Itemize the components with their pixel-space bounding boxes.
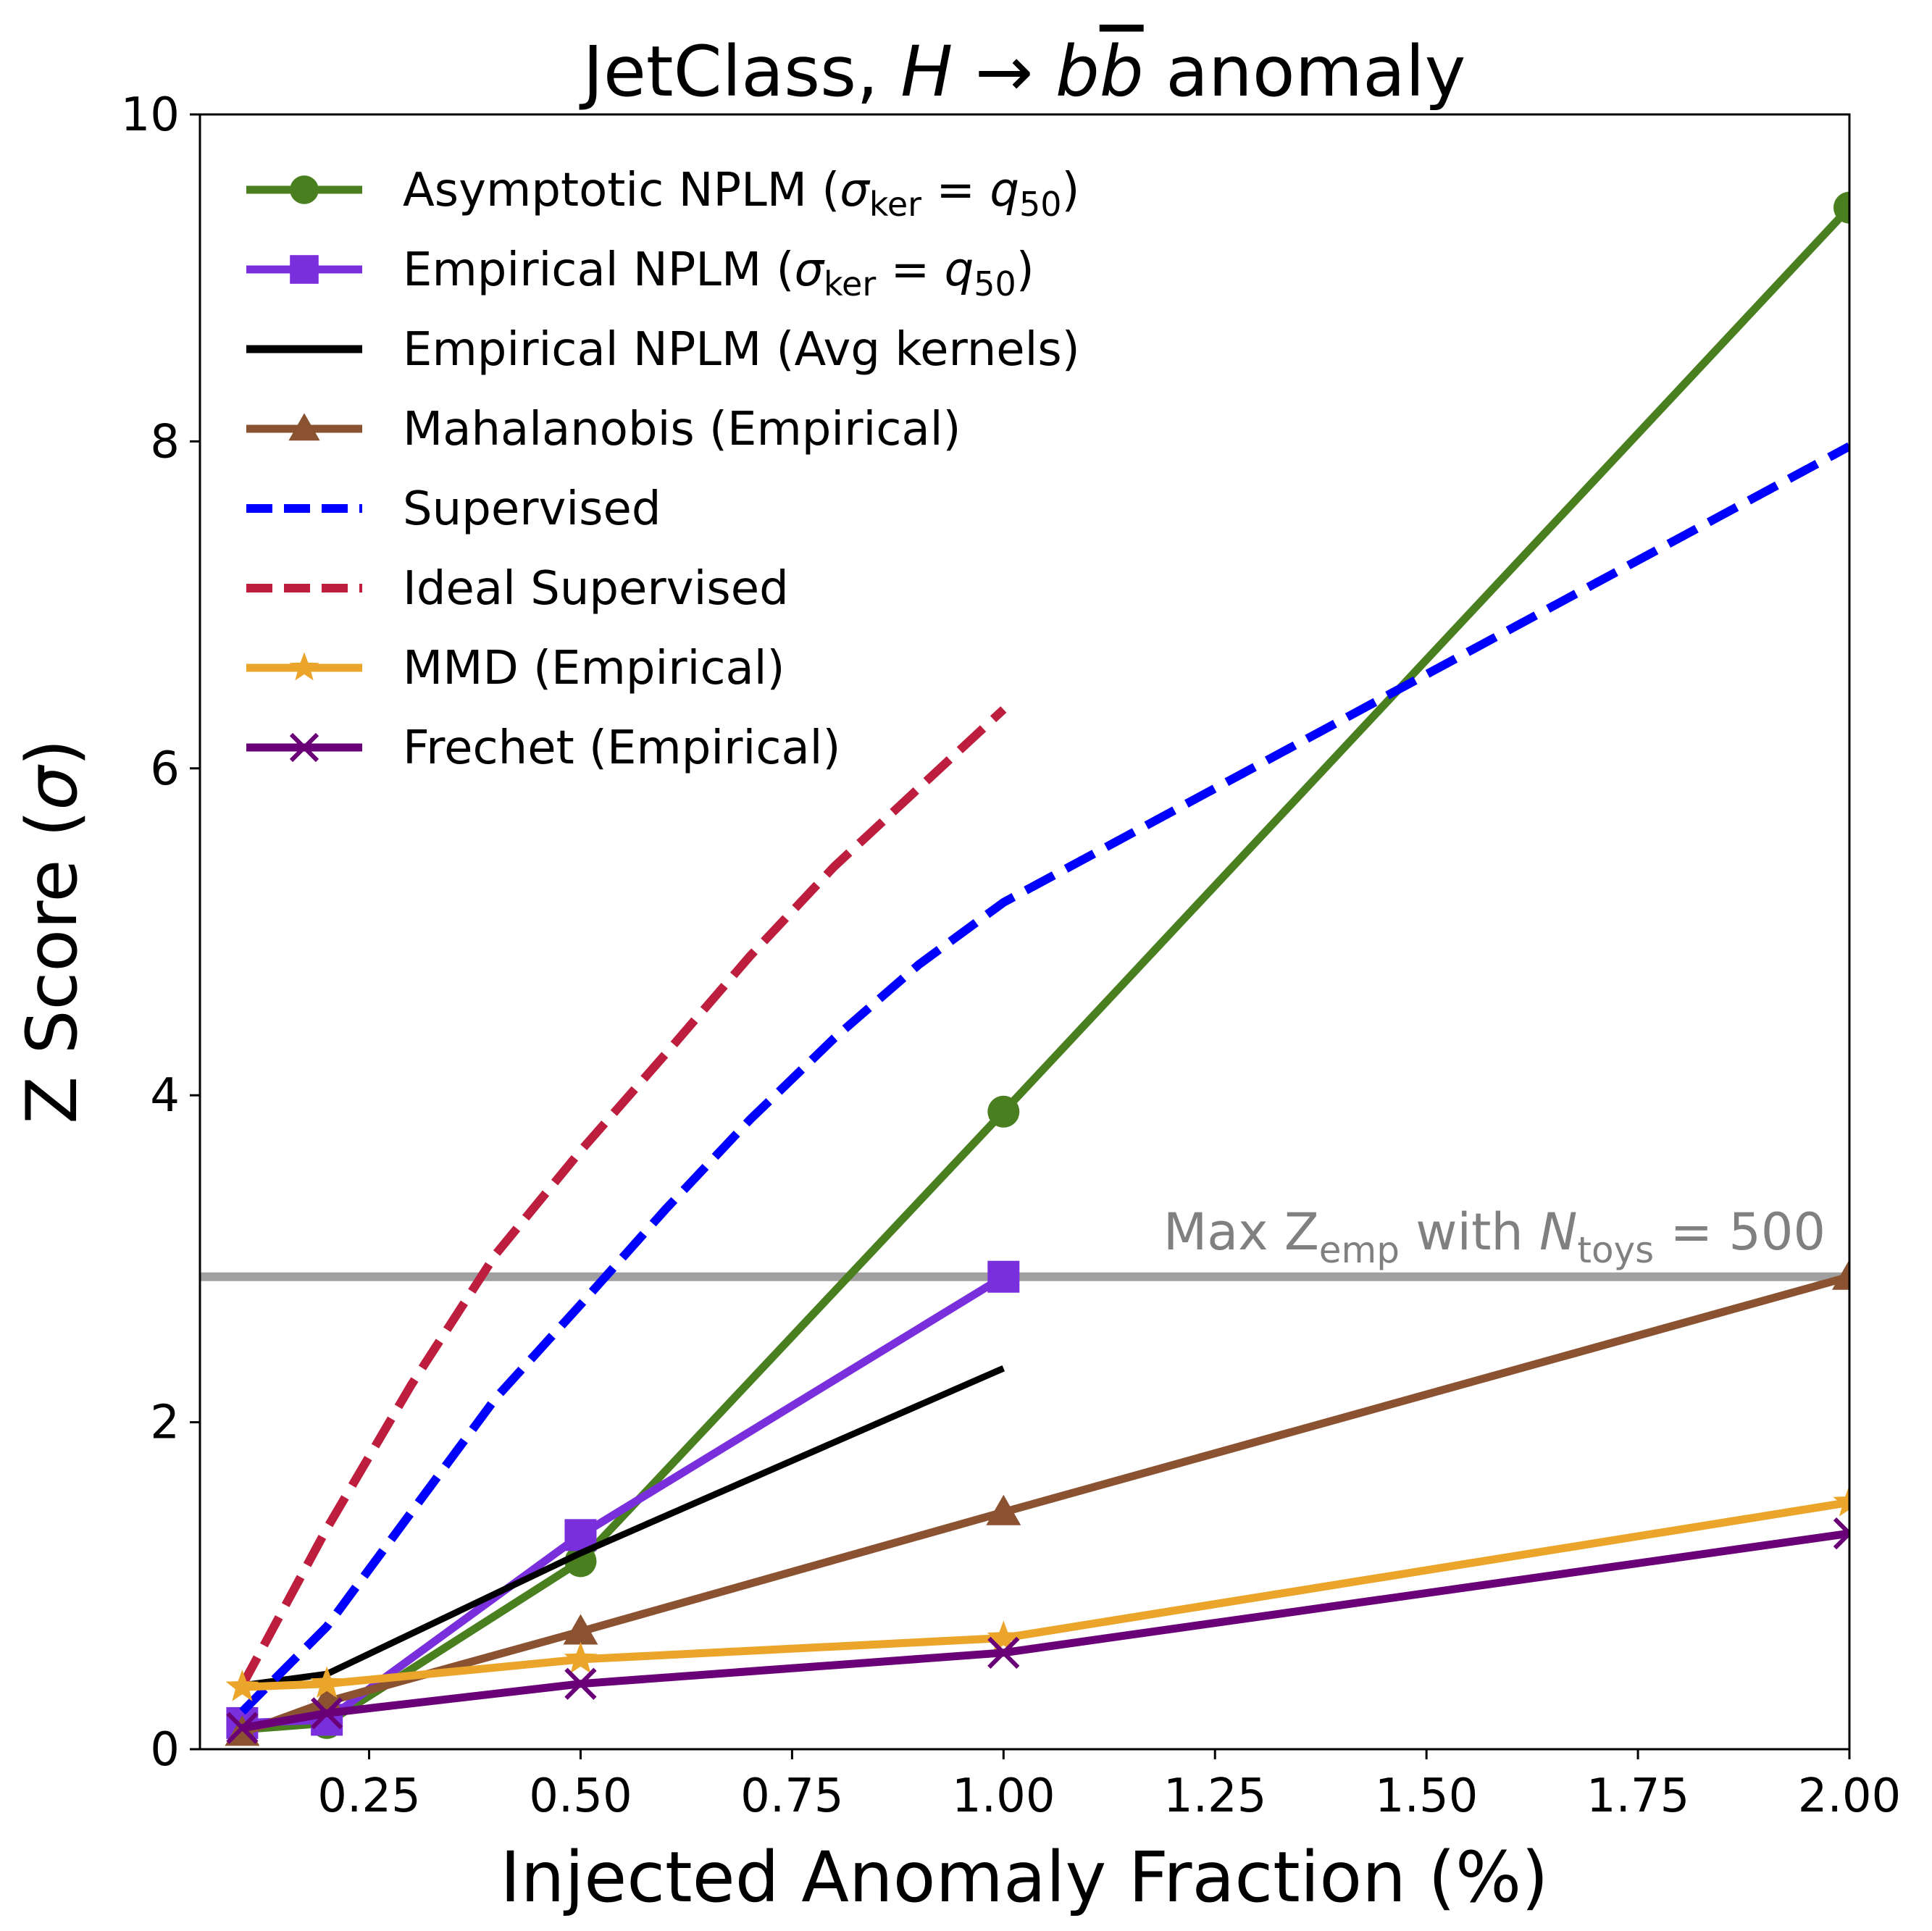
legend-item-empirical-nplm-avg-kernels: Empirical NPLM (Avg kernels) (246, 323, 1080, 377)
y-tick-label: 0 (150, 1723, 180, 1777)
legend-label: Supervised (403, 482, 661, 536)
x-tick-label: 2.00 (1798, 1769, 1902, 1823)
y-tick-label: 4 (150, 1069, 180, 1123)
data-point-empirical-nplm-ker-q-50 (987, 1260, 1020, 1293)
legend-label: Empirical NPLM (Avg kernels) (403, 323, 1080, 377)
legend-label: Asymptotic NPLM (σker = q50) (403, 164, 1080, 224)
data-point-frechet-empirical (226, 1712, 259, 1744)
series-frechet-empirical (226, 1517, 1849, 1744)
data-point-mahalanobis-empirical (986, 1494, 1021, 1525)
data-point-asymptotic-nplm-ker-q-50 (1833, 191, 1849, 224)
series-empirical-nplm-avg-kernels (241, 1365, 1005, 1689)
series-line-supervised (239, 442, 1849, 1715)
data-point-mmd-empirical (225, 1670, 259, 1701)
series-mmd-empirical (225, 1485, 1849, 1701)
y-tick-label: 2 (150, 1396, 180, 1450)
data-point-mahalanobis-empirical (1832, 1259, 1849, 1290)
legend-marker-square (290, 255, 319, 284)
legend-marker-circle (290, 175, 319, 204)
x-axis-label: Injected Anomaly Fraction (%) (500, 1837, 1548, 1918)
x-tick-label: 1.75 (1586, 1769, 1690, 1823)
legend-item-mahalanobis-empirical: Mahalanobis (Empirical) (246, 403, 961, 456)
legend-label: Ideal Supervised (403, 562, 789, 616)
x-tick-label: 1.25 (1163, 1769, 1267, 1823)
series-ideal-supervised (238, 706, 1007, 1688)
data-point-frechet-empirical (564, 1667, 597, 1700)
data-point-asymptotic-nplm-ker-q-50 (564, 1545, 597, 1578)
legend-label: Empirical NPLM (σker = q50) (403, 243, 1034, 303)
legend-label: Mahalanobis (Empirical) (403, 403, 961, 456)
legend-item-ideal-supervised: Ideal Supervised (246, 562, 789, 616)
x-tick-label: 1.00 (952, 1769, 1055, 1823)
legend-item-frechet-empirical: Frechet (Empirical) (246, 721, 840, 775)
x-tick-label: 0.75 (740, 1769, 844, 1823)
legend-item-supervised: Supervised (246, 482, 661, 536)
y-axis-label: Z Score (σ) (12, 739, 93, 1123)
legend-marker-x (289, 732, 319, 763)
bbar: b (1100, 31, 1144, 112)
axes-frame (198, 113, 1851, 1751)
data-point-mmd-empirical (310, 1666, 343, 1698)
hline-label: Max Zemp with Ntoys = 500 (1163, 1202, 1826, 1271)
legend-marker-triangle (288, 413, 320, 441)
chart-title: JetClass, H → bb anomaly (580, 31, 1466, 112)
legend: Asymptotic NPLM (σker = q50) Empirical NP… (246, 164, 1080, 775)
legend-item-empirical-nplm-ker-q-50: Empirical NPLM (σker = q50) (246, 243, 1034, 303)
data-point-mmd-empirical (987, 1620, 1021, 1652)
x-tick-label: 1.50 (1375, 1769, 1479, 1823)
y-tick-label: 8 (150, 415, 180, 469)
legend-item-mmd-empirical: MMD (Empirical) (246, 642, 785, 695)
data-point-mahalanobis-empirical (563, 1614, 598, 1645)
data-point-frechet-empirical (987, 1636, 1020, 1669)
series-line-ideal-supervised (238, 706, 1007, 1688)
data-point-mmd-empirical (1833, 1485, 1849, 1517)
series-line-empirical-nplm-avg-kernels (241, 1365, 1005, 1689)
x-tick-label: 0.50 (529, 1769, 632, 1823)
data-point-asymptotic-nplm-ker-q-50 (987, 1095, 1020, 1128)
plot-area (200, 191, 1849, 1746)
x-tick-label: 0.25 (317, 1769, 421, 1823)
data-point-frechet-empirical (311, 1697, 343, 1730)
legend-label: MMD (Empirical) (403, 642, 785, 695)
legend-marker-star (289, 652, 319, 681)
legend-item-asymptotic-nplm-ker-q-50: Asymptotic NPLM (σker = q50) (246, 164, 1080, 224)
legend-label: Frechet (Empirical) (403, 721, 840, 775)
y-tick-label: 10 (121, 88, 180, 142)
series-supervised (239, 442, 1849, 1715)
ticks: 0.25 0.50 0.75 1.00 1.25 1.50 1.75 2.00 0 2 4 6 8 10 (121, 88, 1902, 1823)
data-point-mmd-empirical (564, 1641, 598, 1674)
data-point-frechet-empirical (1833, 1517, 1849, 1550)
y-tick-label: 6 (150, 742, 180, 796)
